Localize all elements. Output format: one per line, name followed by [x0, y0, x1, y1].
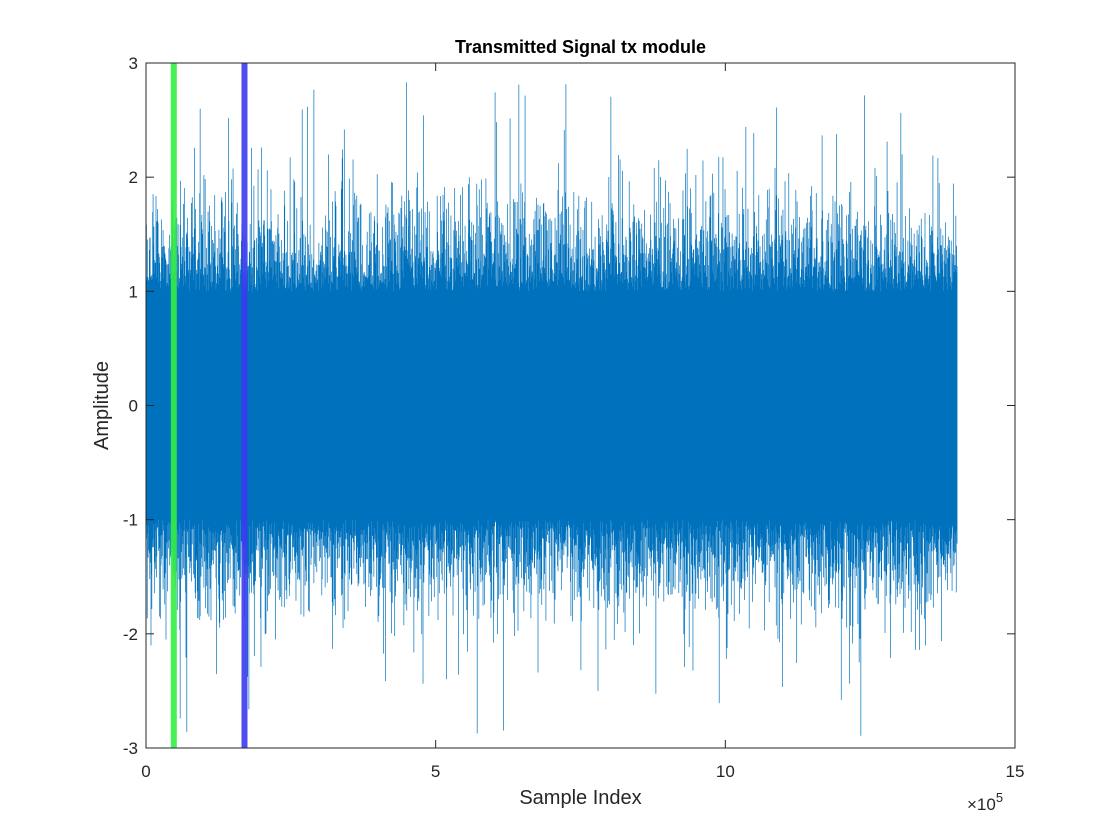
y-tick-label: -1	[123, 511, 138, 530]
x-axis-exponent-power: 5	[996, 790, 1003, 805]
y-tick-label: 1	[129, 282, 138, 301]
tick-layer: 0 5 10 15 -3 -2 -1 0 1 2 3	[123, 54, 1025, 781]
chart-title: Transmitted Signal tx module	[455, 37, 706, 57]
y-tick-label: -2	[123, 625, 138, 644]
x-tick-label: 5	[431, 762, 440, 781]
x-axis-exponent: ×105	[967, 790, 1003, 814]
y-tick-label: 3	[129, 54, 138, 73]
vertical-lines-layer	[170, 63, 248, 748]
x-axis-label: Sample Index	[519, 787, 641, 809]
series-layer	[145, 82, 958, 736]
y-axis-label: Amplitude	[91, 361, 113, 450]
x-axis-exponent-base: ×10	[967, 795, 996, 814]
x-tick-label: 15	[1006, 762, 1025, 781]
y-tick-label: 0	[129, 397, 138, 416]
y-tick-label: -3	[123, 739, 138, 758]
y-tick-label: 2	[129, 168, 138, 187]
x-tick-label: 10	[716, 762, 735, 781]
x-tick-label: 0	[141, 762, 150, 781]
